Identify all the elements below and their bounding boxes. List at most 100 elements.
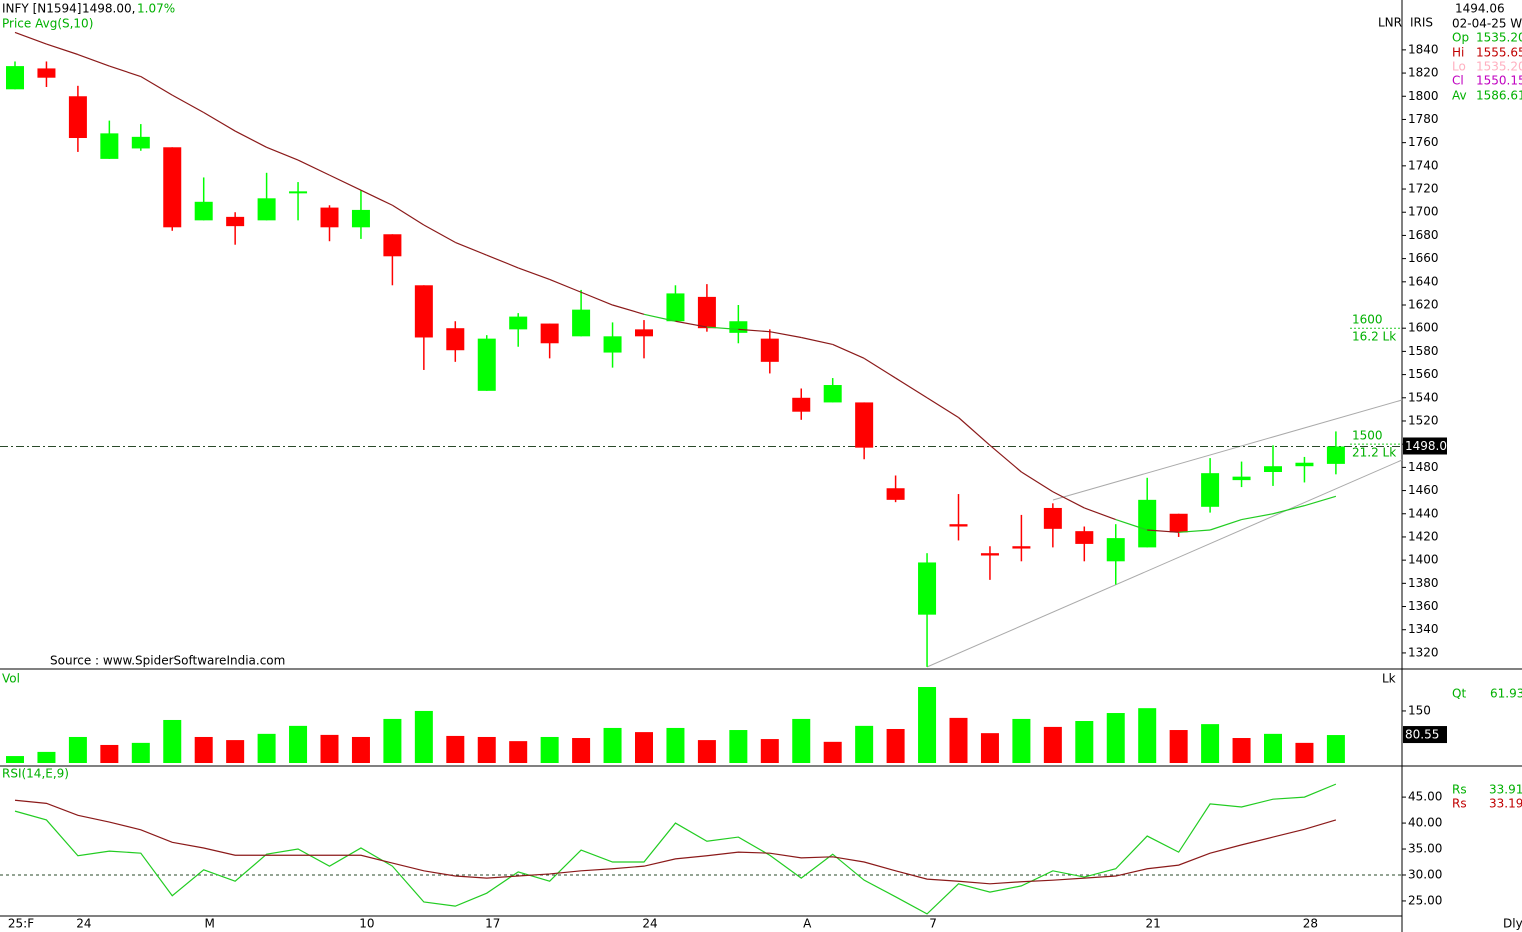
candle-body [1326,446,1345,464]
volume-bar [949,717,968,763]
info-price: 1494.06 [1455,2,1505,16]
average-line [423,224,456,243]
symbol: INFY [N1594] [2,2,81,16]
info-label: Qt [1452,687,1466,701]
header-change: 1.07% [137,2,175,16]
average-line [109,65,141,78]
info-value: 1586.61 [1476,89,1522,103]
volume-bar [1169,730,1188,763]
volume-bar [980,733,999,763]
info-value: 33.19 [1489,797,1522,811]
volume-bar [760,739,779,763]
average-line [1147,529,1179,533]
y-tick-label: 1680 [1408,228,1439,242]
y-tick-label: 1440 [1408,506,1439,520]
y-tick-label: 1820 [1408,66,1439,80]
candle-body [1169,513,1188,533]
x-tick-label: M [205,917,215,931]
candle-body [257,198,276,221]
volume-bar [1106,713,1125,763]
y-tick-label: 30.00 [1408,867,1442,881]
x-tick-label: A [803,917,812,931]
average-line [266,146,299,161]
x-tick-label: 24 [642,917,657,931]
candle-body [351,209,370,228]
price-tag-label: 80.55 [1405,728,1439,742]
volume-bar [68,736,87,763]
y-tick-label: 25.00 [1408,893,1442,907]
volume-bar [1232,738,1251,763]
candle-body [226,216,245,227]
info-value: 1555.65 [1476,46,1522,60]
info-value: 1535.20 [1476,60,1522,74]
candle-body [1295,462,1314,467]
volume-bar [351,736,370,763]
info-label: Rs [1452,783,1467,797]
level-label: 1600 [1352,313,1383,327]
volume-bar [1264,733,1282,763]
candle-body [163,147,182,228]
candle-body [918,562,937,615]
info-label: Rs [1452,797,1467,811]
candle-body [666,293,685,322]
average-line [706,326,739,330]
candle-body [635,329,653,337]
average-line [486,254,519,269]
average-line [46,43,79,56]
trend-line [1052,399,1403,501]
volume-bar [1043,726,1062,763]
y-tick-label: 1700 [1408,205,1439,219]
candle-body [792,397,811,412]
volume-bar [603,727,622,763]
candle-body [289,191,308,194]
average-line [329,174,362,191]
volume-bar [289,725,308,763]
y-tick-label: 1780 [1408,112,1439,126]
y-tick-label: 35.00 [1408,842,1442,856]
average-line [580,291,613,306]
candle-body [1106,538,1125,562]
candle-body [383,234,402,257]
candle-body [509,316,528,330]
candle-body [1075,531,1094,544]
candle-body [1012,546,1031,549]
volume-bar [540,736,559,763]
average-line [769,331,802,339]
level-volume: 21.2 Lk [1352,446,1396,460]
y-tick-label: 1520 [1408,413,1439,427]
candle-body [6,66,24,90]
average-line [863,357,896,379]
candle-body [1043,507,1062,529]
average-line [1209,518,1242,531]
average-line [455,241,487,256]
y-tick-label: 1400 [1408,553,1439,567]
average-line [234,130,267,148]
y-tick-label: 1340 [1408,622,1439,636]
average-line [392,204,425,226]
y-tick-label: 1600 [1408,321,1439,335]
level-volume: 16.2 Lk [1352,330,1396,344]
average-line [77,53,110,67]
candle-body [1232,476,1251,481]
overlay-name: Price Avg(S,10) [2,17,93,31]
volume-bar [635,732,653,763]
average-line [360,189,393,206]
average-line [989,444,1022,473]
volume-bar [855,725,874,763]
price-tag-label: 1498.00 [1405,439,1455,453]
y-tick-label: 40.00 [1408,816,1442,830]
volume-bar [37,751,56,763]
y-tick-label: 1460 [1408,483,1439,497]
candle-body [540,323,559,344]
price-tag [1403,726,1447,744]
y-tick-label: 1660 [1408,251,1439,265]
candle-body [729,321,748,333]
volume-bar [572,738,591,763]
y-tick-label: 1560 [1408,367,1439,381]
average-line [1178,529,1211,533]
panel-title: Vol [2,672,20,686]
x-tick-label: 10 [359,917,374,931]
volume-bar [823,741,842,763]
volume-bar [1201,724,1220,763]
average-line [643,313,676,322]
